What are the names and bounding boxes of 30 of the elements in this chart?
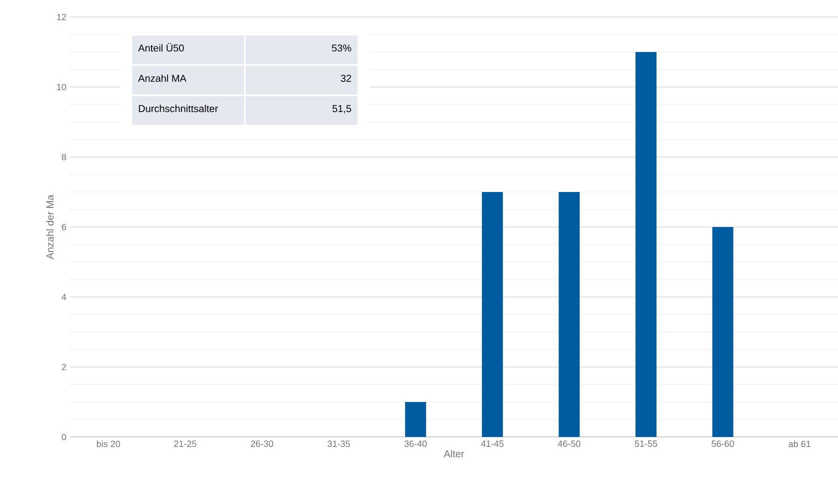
x-tick-label: bis 20	[96, 440, 120, 448]
y-tick-label: 0	[62, 434, 66, 440]
x-tick-label: 21-25	[174, 440, 196, 447]
annotation: Anzahl MA	[138, 74, 186, 82]
x-tick-label: 41-45	[481, 440, 504, 447]
x-tick-label: 56-60	[712, 440, 734, 447]
x-tick-label: 36-40	[404, 440, 427, 447]
x-tick-label: 26-30	[250, 440, 274, 447]
bar	[482, 192, 503, 437]
bar	[712, 226, 734, 437]
bar	[558, 192, 580, 437]
annotation: Anteil Ü50	[138, 43, 184, 52]
x-tick-label: 31-35	[328, 440, 350, 447]
annotation: Durchschnittsalter	[138, 104, 218, 112]
y-axis-title: Anzahl der Ma	[46, 194, 54, 260]
bar	[405, 402, 426, 437]
bar	[636, 52, 657, 437]
y-tick-label: 2	[62, 364, 66, 370]
x-tick-label: 51-55	[634, 440, 658, 447]
y-tick-label: 6	[62, 224, 66, 230]
x-axis-title: Alter	[444, 450, 464, 458]
annotation: 53%	[332, 44, 352, 52]
y-tick-label: 4	[62, 294, 66, 300]
annotation: 32	[340, 74, 352, 82]
x-tick-label: ab 61	[788, 440, 810, 448]
y-tick-label: 12	[57, 14, 66, 20]
x-tick-label: 46-50	[558, 440, 580, 447]
y-tick-label: 8	[62, 154, 66, 160]
annotation: 51,5	[332, 105, 352, 114]
y-tick-label: 10	[57, 84, 66, 90]
